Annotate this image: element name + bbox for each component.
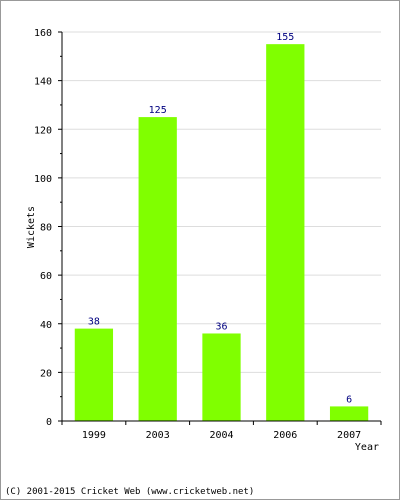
bar-2004 [202,333,241,421]
bar-value-label: 125 [149,105,167,116]
y-axis-ticks: 0 20 40 60 80 100 120 140 160 [34,28,62,428]
bar-value-labels: 38 125 36 155 6 [88,32,352,405]
x-axis-title: Year [355,442,379,453]
y-tick-label: 100 [34,174,52,185]
bars [74,44,369,421]
y-tick-label: 40 [40,320,52,331]
y-tick-label: 80 [40,223,52,234]
x-tick-label: 2003 [146,430,170,441]
grid-lines [62,31,381,373]
bar-value-label: 6 [346,394,352,405]
y-tick-label: 60 [40,271,52,282]
bar-value-label: 155 [276,32,294,43]
bar-2007 [329,406,369,421]
bar-value-label: 38 [88,317,100,328]
x-tick-label: 2006 [273,430,297,441]
x-tick-label: 2007 [337,430,361,441]
bar-value-label: 36 [215,321,227,332]
copyright-footer: (C) 2001-2015 Cricket Web (www.cricketwe… [5,487,255,497]
bar-1999 [74,328,114,421]
y-axis-title: Wickets [26,206,37,248]
x-tick-label: 2004 [209,430,233,441]
y-tick-label: 120 [34,125,52,136]
y-tick-label: 160 [34,28,52,39]
x-tick-label: 1999 [82,430,106,441]
bar-2003 [138,117,177,421]
y-tick-label: 140 [34,77,52,88]
x-axis-ticks: 1999 2003 2004 2006 2007 [61,421,382,441]
bar-2006 [266,44,305,421]
y-tick-label: 0 [46,417,52,428]
y-tick-label: 20 [40,368,52,379]
